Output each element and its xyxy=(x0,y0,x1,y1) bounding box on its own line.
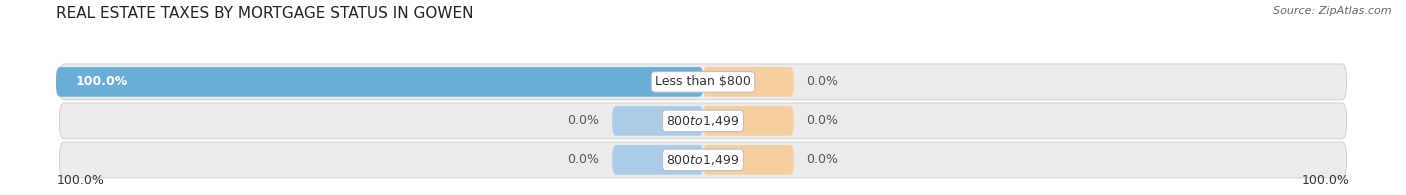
Text: 0.0%: 0.0% xyxy=(807,153,838,166)
Text: Less than $800: Less than $800 xyxy=(655,75,751,88)
Text: 0.0%: 0.0% xyxy=(568,114,599,127)
FancyBboxPatch shape xyxy=(56,67,703,97)
Text: 0.0%: 0.0% xyxy=(807,75,838,88)
FancyBboxPatch shape xyxy=(703,67,794,97)
Text: 100.0%: 100.0% xyxy=(1302,174,1350,187)
Text: 0.0%: 0.0% xyxy=(807,114,838,127)
Text: 0.0%: 0.0% xyxy=(568,153,599,166)
FancyBboxPatch shape xyxy=(612,145,703,175)
FancyBboxPatch shape xyxy=(703,145,794,175)
Text: REAL ESTATE TAXES BY MORTGAGE STATUS IN GOWEN: REAL ESTATE TAXES BY MORTGAGE STATUS IN … xyxy=(56,6,474,21)
Text: Source: ZipAtlas.com: Source: ZipAtlas.com xyxy=(1274,6,1392,16)
Text: 100.0%: 100.0% xyxy=(76,75,128,88)
FancyBboxPatch shape xyxy=(703,106,794,136)
Text: 100.0%: 100.0% xyxy=(56,174,104,187)
FancyBboxPatch shape xyxy=(612,106,703,136)
Text: $800 to $1,499: $800 to $1,499 xyxy=(666,153,740,167)
FancyBboxPatch shape xyxy=(59,142,1347,178)
FancyBboxPatch shape xyxy=(59,103,1347,139)
Text: $800 to $1,499: $800 to $1,499 xyxy=(666,114,740,128)
FancyBboxPatch shape xyxy=(59,64,1347,100)
